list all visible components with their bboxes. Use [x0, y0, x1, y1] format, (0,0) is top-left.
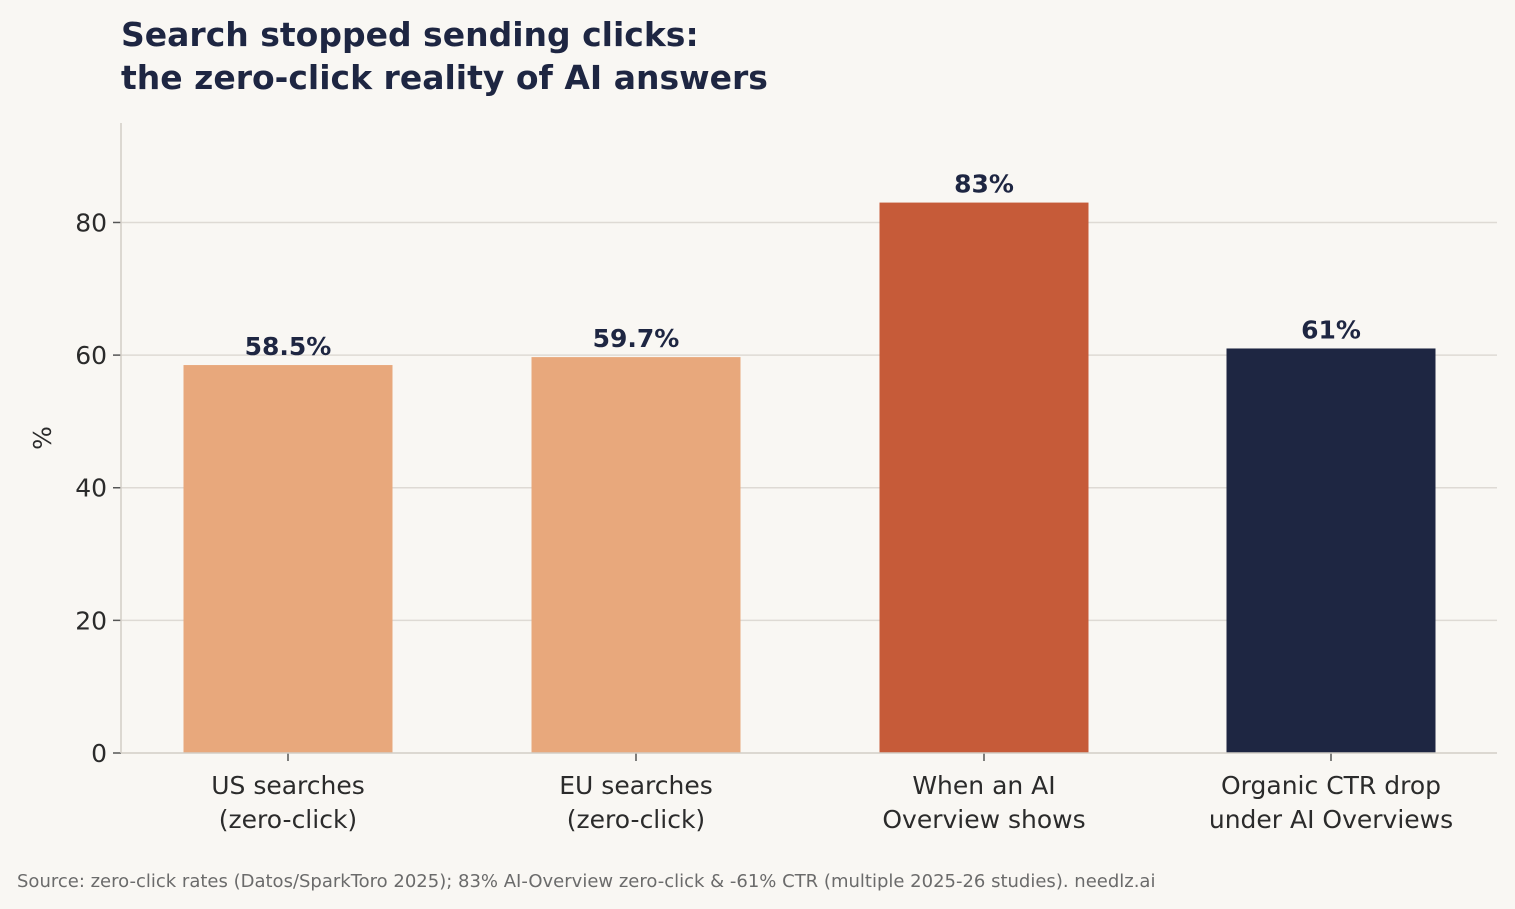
- chart-title: Search stopped sending clicks: the zero-…: [121, 15, 768, 97]
- y-tick-label: 60: [75, 341, 107, 370]
- x-tick-label: US searches: [211, 771, 365, 800]
- x-tick-label: under AI Overviews: [1209, 805, 1453, 834]
- labels: 0 20 40 60 80 58.5% US searches (zero-click) 59.…: [75, 170, 1453, 834]
- x-tick-label: EU searches: [559, 771, 713, 800]
- y-tick-label: 80: [75, 208, 107, 237]
- bar: [1226, 348, 1436, 753]
- source-note: Source: zero-click rates (Datos/SparkTor…: [17, 871, 1155, 892]
- x-tick-label: Organic CTR drop: [1221, 771, 1441, 800]
- y-axis-label: %: [28, 426, 57, 450]
- y-tick-label: 40: [75, 474, 107, 503]
- bar-value-label: 61%: [1301, 315, 1361, 344]
- bar: [183, 365, 393, 753]
- x-tick-label: (zero-click): [567, 805, 705, 834]
- chart-title-line-1: Search stopped sending clicks:: [121, 15, 699, 54]
- x-tick-label: When an AI: [912, 771, 1055, 800]
- y-tick-label: 0: [91, 739, 107, 768]
- bar: [531, 357, 741, 753]
- axes: [113, 123, 1497, 761]
- bar-value-label: 59.7%: [593, 324, 680, 353]
- x-tick-label: (zero-click): [219, 805, 357, 834]
- bar-value-label: 58.5%: [245, 332, 332, 361]
- chart-title-line-2: the zero-click reality of AI answers: [121, 58, 768, 97]
- bars: [183, 202, 1436, 753]
- bar: [879, 202, 1089, 753]
- y-tick-label: 20: [75, 606, 107, 635]
- bar-value-label: 83%: [954, 170, 1014, 199]
- x-tick-label: Overview shows: [882, 805, 1085, 834]
